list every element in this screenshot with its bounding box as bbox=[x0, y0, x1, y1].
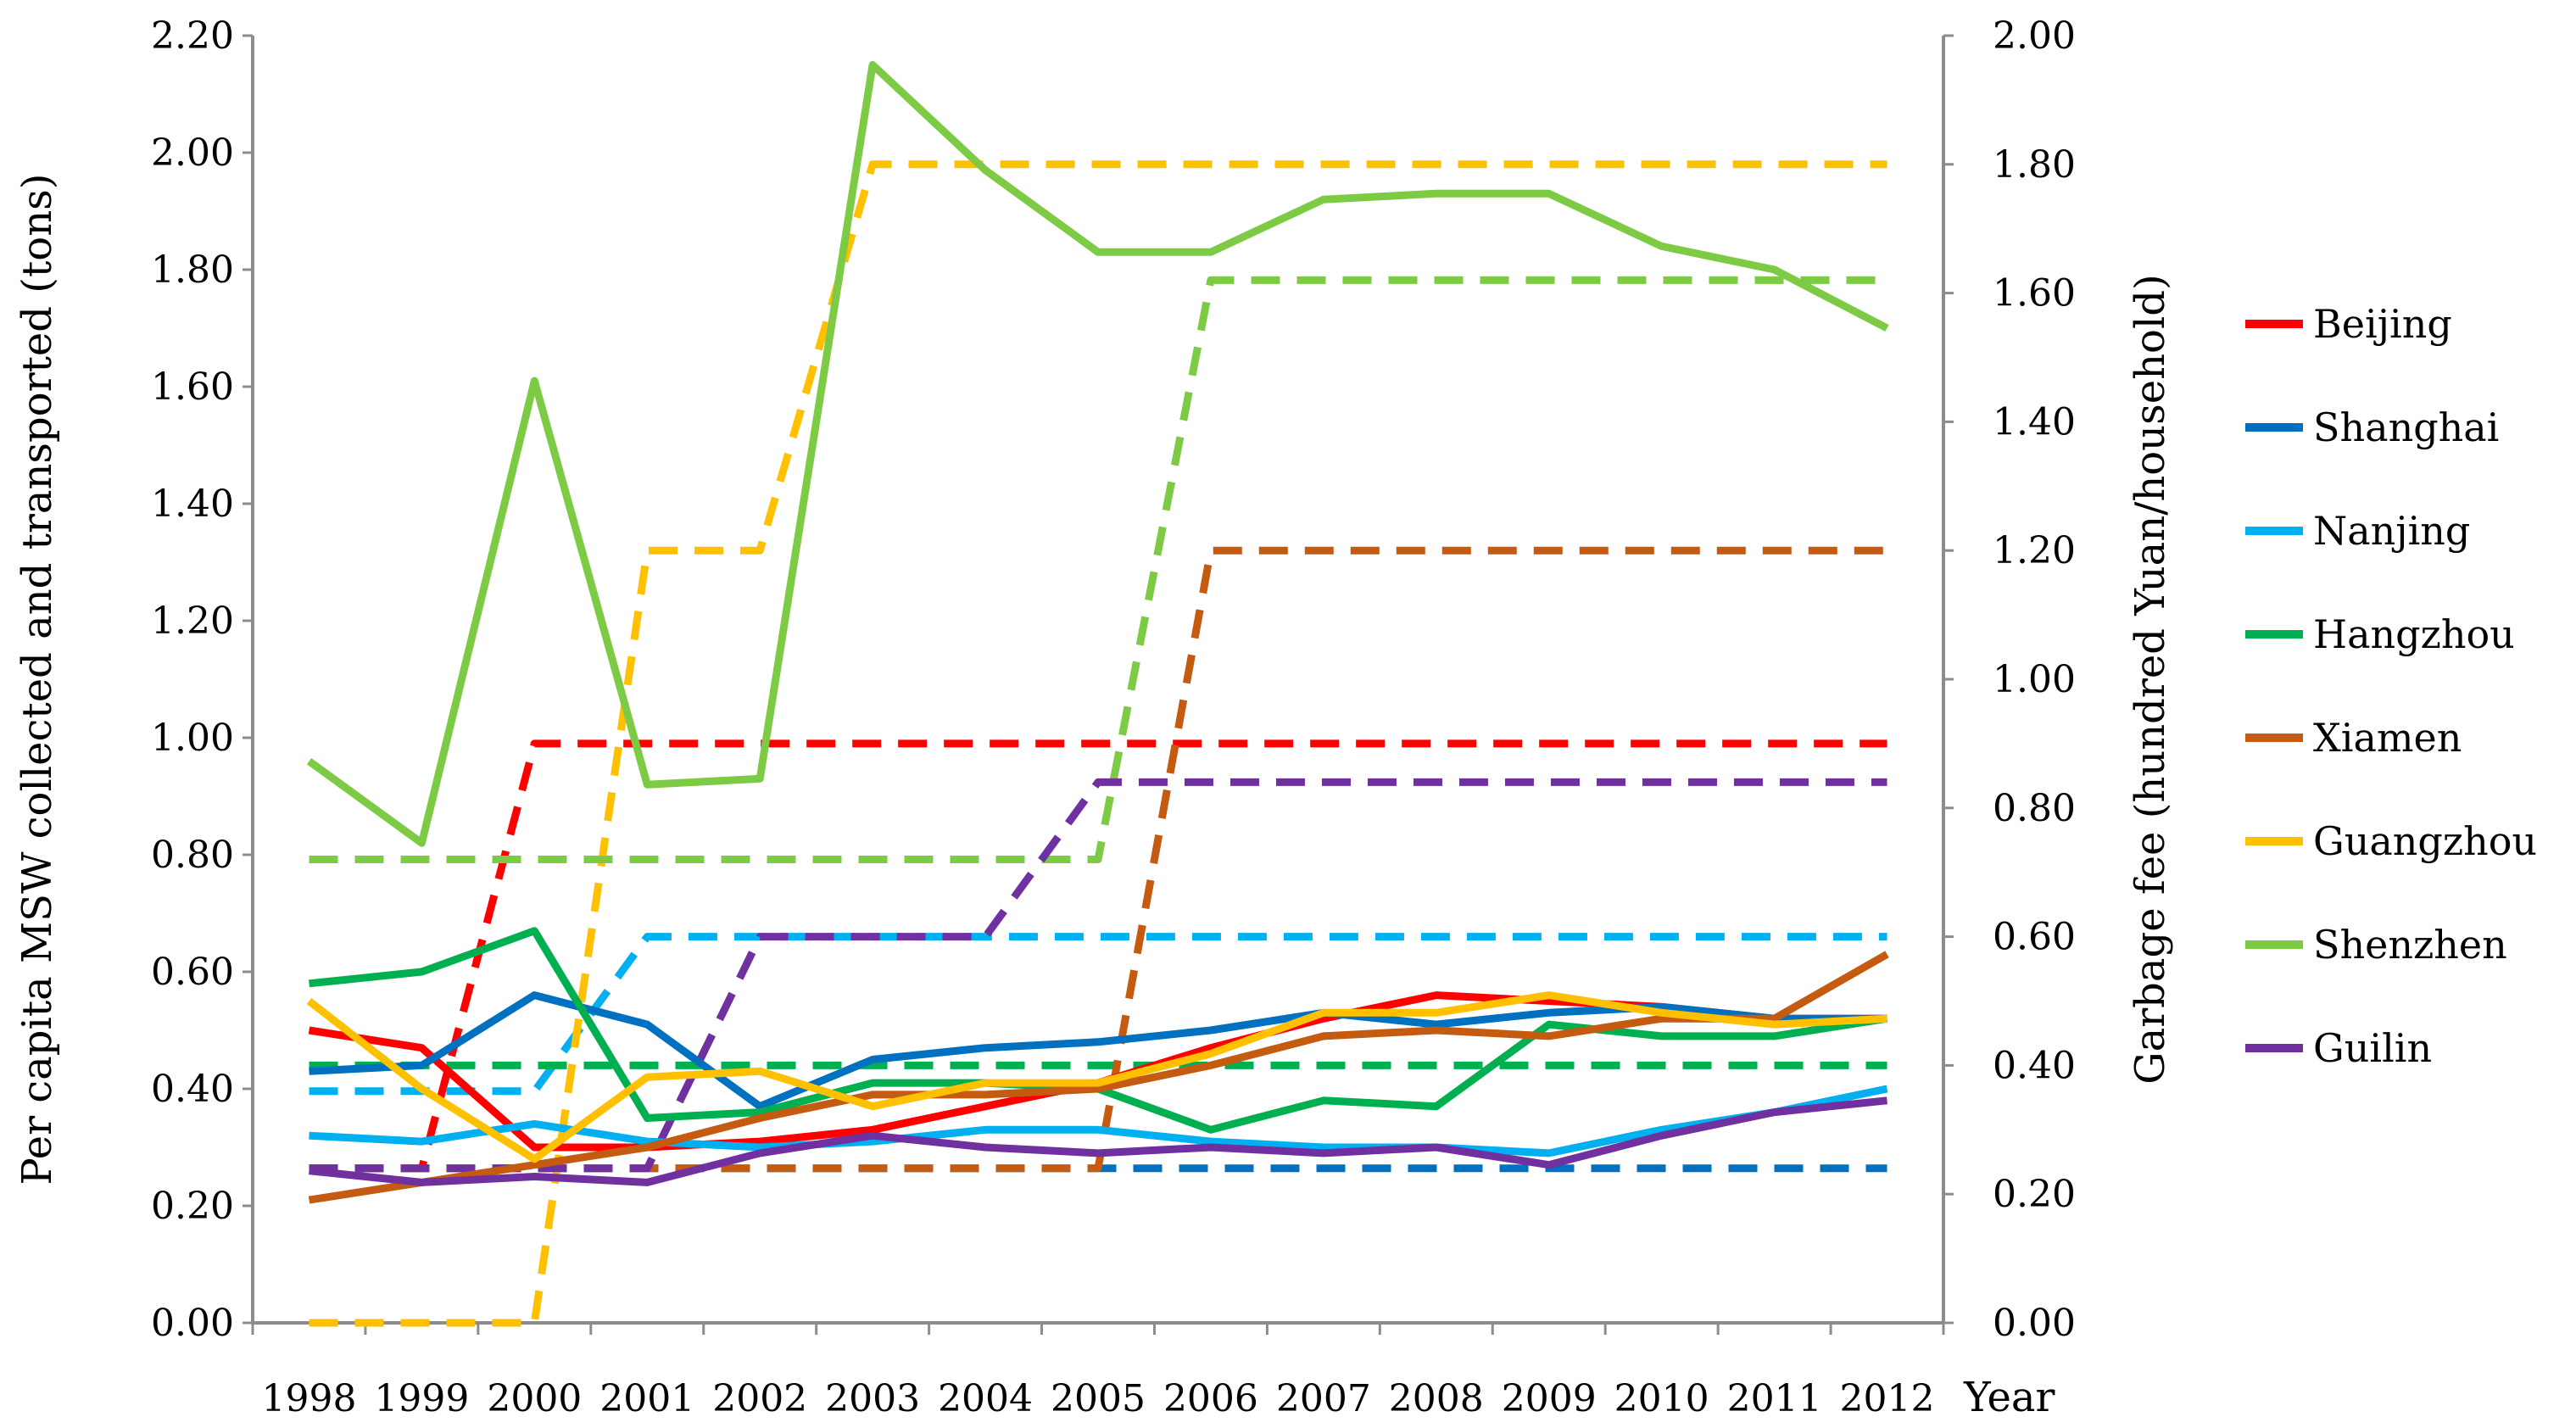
x-tick-label: 2000 bbox=[487, 1377, 582, 1420]
msw-line-xiamen bbox=[308, 951, 1889, 1204]
x-tick-label: 2006 bbox=[1163, 1377, 1258, 1420]
left-y-tick-label: 2.00 bbox=[151, 131, 234, 175]
right-y-tick-label: 0.20 bbox=[1993, 1173, 2076, 1216]
left-y-ticks: 0.00 0.20 0.40 0.60 0.80 1.00 1.20 1.40 1.60 1.80… bbox=[151, 14, 253, 1345]
x-axis-title: Year bbox=[1963, 1374, 2055, 1421]
left-y-tick-label: 0.60 bbox=[151, 951, 234, 994]
x-tick-label: 2002 bbox=[712, 1377, 807, 1420]
right-y-tick-label: 2.00 bbox=[1993, 14, 2076, 58]
left-y-tick-label: 1.40 bbox=[151, 483, 234, 526]
x-tick-label: 1998 bbox=[261, 1377, 356, 1420]
x-tick-label: 2010 bbox=[1614, 1377, 1709, 1420]
msw-line-guangzhou bbox=[306, 991, 1887, 1163]
right-y-axis-title: Garbage fee (hundred Yuan/household) bbox=[2127, 274, 2174, 1085]
x-tick-label: 2008 bbox=[1389, 1377, 1484, 1420]
msw-line-shenzhen bbox=[306, 61, 1889, 847]
right-y-tick-label: 1.20 bbox=[1993, 529, 2076, 572]
right-y-tick-label: 1.40 bbox=[1993, 400, 2076, 443]
x-tick-label: 2009 bbox=[1502, 1377, 1597, 1420]
fee-line-shenzhen bbox=[309, 276, 1887, 863]
legend-label-hangzhou: Hangzhou bbox=[2313, 611, 2515, 657]
fee-line-guilin bbox=[309, 778, 1887, 1173]
fee-series-group bbox=[309, 160, 1887, 1327]
left-y-tick-label: 2.20 bbox=[151, 14, 234, 58]
left-y-axis-title: Per capita MSW collected and transported… bbox=[14, 174, 61, 1185]
x-tick-label: 1999 bbox=[374, 1377, 469, 1420]
x-tick-label: 2003 bbox=[825, 1377, 920, 1420]
right-y-tick-label: 0.40 bbox=[1993, 1044, 2076, 1087]
msw-series-group bbox=[306, 61, 1889, 1204]
legend-label-shenzhen: Shenzhen bbox=[2313, 922, 2507, 968]
left-y-tick-label: 0.00 bbox=[151, 1302, 234, 1345]
x-tick-label: 2007 bbox=[1276, 1377, 1371, 1420]
left-y-tick-label: 0.80 bbox=[151, 834, 234, 877]
legend-label-shanghai: Shanghai bbox=[2313, 404, 2499, 450]
msw-line-guilin bbox=[309, 1096, 1887, 1186]
right-y-tick-label: 1.80 bbox=[1993, 143, 2076, 187]
legend-label-beijing: Beijing bbox=[2313, 301, 2452, 347]
legend-label-guilin: Guilin bbox=[2313, 1025, 2432, 1071]
legend-label-xiamen: Xiamen bbox=[2313, 715, 2462, 761]
left-y-tick-label: 0.40 bbox=[151, 1068, 234, 1111]
x-tick-label: 2011 bbox=[1727, 1377, 1822, 1420]
msw-line-hangzhou bbox=[309, 927, 1888, 1134]
left-y-tick-label: 1.20 bbox=[151, 600, 234, 643]
left-y-tick-label: 0.20 bbox=[151, 1185, 234, 1228]
x-ticks: 1998 1999 2000 2001 2002 2003 2004 2005 2006 2007… bbox=[251, 1323, 1945, 1420]
left-y-tick-label: 1.80 bbox=[151, 248, 234, 292]
right-y-tick-label: 0.00 bbox=[1993, 1302, 2076, 1345]
x-tick-label: 2001 bbox=[599, 1377, 694, 1420]
legend: Beijing Shanghai Nanjing Hangzhou Xiamen Guan… bbox=[2245, 301, 2537, 1071]
legend-label-guangzhou: Guangzhou bbox=[2313, 818, 2537, 864]
right-y-tick-label: 0.60 bbox=[1993, 916, 2076, 959]
fee-line-beijing bbox=[309, 739, 1887, 1173]
right-y-ticks: 0.00 0.20 0.40 0.60 0.80 1.00 1.20 1.40 1.60 1.80… bbox=[1943, 14, 2076, 1345]
x-tick-label: 2005 bbox=[1051, 1377, 1146, 1420]
left-y-tick-label: 1.60 bbox=[151, 365, 234, 409]
legend-label-nanjing: Nanjing bbox=[2313, 508, 2470, 554]
x-tick-label: 2012 bbox=[1840, 1377, 1935, 1420]
right-y-tick-label: 1.60 bbox=[1993, 272, 2076, 315]
left-y-tick-label: 1.00 bbox=[151, 717, 234, 760]
fee-line-guangzhou bbox=[309, 160, 1887, 1327]
right-y-tick-label: 1.00 bbox=[1993, 658, 2076, 701]
right-y-tick-label: 0.80 bbox=[1993, 787, 2076, 830]
x-tick-label: 2004 bbox=[938, 1377, 1033, 1420]
fee-line-xiamen bbox=[309, 546, 1887, 1173]
